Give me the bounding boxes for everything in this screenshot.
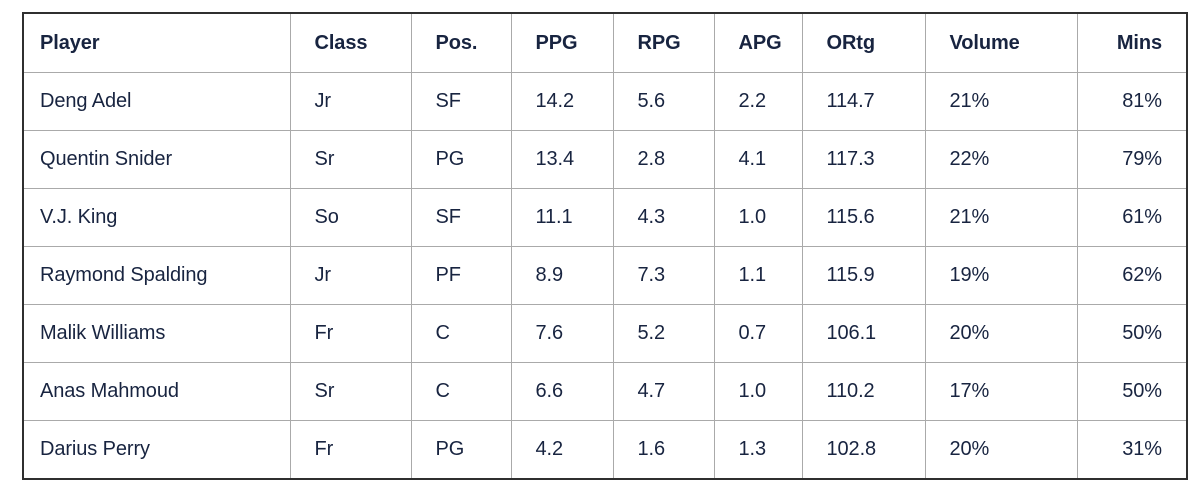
cell-rpg: 2.8	[612, 130, 715, 189]
player-stats-table: Player Class Pos. PPG RPG APG ORtg Volum…	[22, 12, 1188, 480]
cell-ppg: 13.4	[510, 130, 614, 189]
cell-player-name: Malik Williams	[22, 304, 291, 363]
column-header-rpg: RPG	[612, 12, 715, 73]
cell-pos: SF	[410, 72, 512, 131]
cell-ortg: 117.3	[801, 130, 926, 189]
table-row: Quentin Snider Sr PG 13.4 2.8 4.1 117.3 …	[22, 130, 1188, 189]
cell-ppg: 14.2	[510, 72, 614, 131]
cell-class: Fr	[289, 420, 412, 480]
column-header-volume: Volume	[924, 12, 1078, 73]
cell-rpg: 5.2	[612, 304, 715, 363]
column-header-ortg: ORtg	[801, 12, 926, 73]
cell-player-name: Anas Mahmoud	[22, 362, 291, 421]
cell-volume: 20%	[924, 420, 1078, 480]
cell-pos: PF	[410, 246, 512, 305]
cell-mins: 50%	[1076, 362, 1188, 421]
cell-apg: 1.3	[713, 420, 803, 480]
cell-ppg: 4.2	[510, 420, 614, 480]
cell-player-name: Darius Perry	[22, 420, 291, 480]
cell-apg: 1.0	[713, 188, 803, 247]
column-header-player: Player	[22, 12, 291, 73]
table-row: Malik Williams Fr C 7.6 5.2 0.7 106.1 20…	[22, 304, 1188, 363]
cell-mins: 79%	[1076, 130, 1188, 189]
cell-ppg: 6.6	[510, 362, 614, 421]
cell-mins: 61%	[1076, 188, 1188, 247]
cell-mins: 50%	[1076, 304, 1188, 363]
cell-pos: PG	[410, 420, 512, 480]
cell-ortg: 115.6	[801, 188, 926, 247]
cell-class: Jr	[289, 72, 412, 131]
table-row: Deng Adel Jr SF 14.2 5.6 2.2 114.7 21% 8…	[22, 72, 1188, 131]
cell-ortg: 102.8	[801, 420, 926, 480]
cell-ppg: 11.1	[510, 188, 614, 247]
column-header-mins: Mins	[1076, 12, 1188, 73]
cell-mins: 62%	[1076, 246, 1188, 305]
cell-rpg: 1.6	[612, 420, 715, 480]
cell-apg: 2.2	[713, 72, 803, 131]
cell-player-name: Quentin Snider	[22, 130, 291, 189]
cell-apg: 0.7	[713, 304, 803, 363]
cell-volume: 19%	[924, 246, 1078, 305]
cell-ppg: 7.6	[510, 304, 614, 363]
table-row: Anas Mahmoud Sr C 6.6 4.7 1.0 110.2 17% …	[22, 362, 1188, 421]
cell-class: So	[289, 188, 412, 247]
cell-mins: 81%	[1076, 72, 1188, 131]
cell-ortg: 115.9	[801, 246, 926, 305]
cell-pos: C	[410, 362, 512, 421]
cell-pos: PG	[410, 130, 512, 189]
cell-player-name: Raymond Spalding	[22, 246, 291, 305]
column-header-apg: APG	[713, 12, 803, 73]
cell-rpg: 4.3	[612, 188, 715, 247]
column-header-pos: Pos.	[410, 12, 512, 73]
column-header-ppg: PPG	[510, 12, 614, 73]
cell-player-name: V.J. King	[22, 188, 291, 247]
table-row: Raymond Spalding Jr PF 8.9 7.3 1.1 115.9…	[22, 246, 1188, 305]
cell-volume: 21%	[924, 72, 1078, 131]
cell-ppg: 8.9	[510, 246, 614, 305]
column-header-class: Class	[289, 12, 412, 73]
cell-ortg: 110.2	[801, 362, 926, 421]
cell-pos: C	[410, 304, 512, 363]
cell-class: Sr	[289, 362, 412, 421]
cell-volume: 22%	[924, 130, 1078, 189]
cell-player-name: Deng Adel	[22, 72, 291, 131]
cell-rpg: 4.7	[612, 362, 715, 421]
cell-rpg: 5.6	[612, 72, 715, 131]
cell-ortg: 114.7	[801, 72, 926, 131]
cell-rpg: 7.3	[612, 246, 715, 305]
table-row: Darius Perry Fr PG 4.2 1.6 1.3 102.8 20%…	[22, 420, 1188, 480]
cell-volume: 17%	[924, 362, 1078, 421]
cell-apg: 4.1	[713, 130, 803, 189]
cell-volume: 21%	[924, 188, 1078, 247]
cell-ortg: 106.1	[801, 304, 926, 363]
cell-class: Jr	[289, 246, 412, 305]
cell-volume: 20%	[924, 304, 1078, 363]
table-row: V.J. King So SF 11.1 4.3 1.0 115.6 21% 6…	[22, 188, 1188, 247]
cell-pos: SF	[410, 188, 512, 247]
cell-class: Fr	[289, 304, 412, 363]
cell-apg: 1.0	[713, 362, 803, 421]
table-header-row: Player Class Pos. PPG RPG APG ORtg Volum…	[22, 12, 1188, 73]
cell-class: Sr	[289, 130, 412, 189]
cell-mins: 31%	[1076, 420, 1188, 480]
cell-apg: 1.1	[713, 246, 803, 305]
